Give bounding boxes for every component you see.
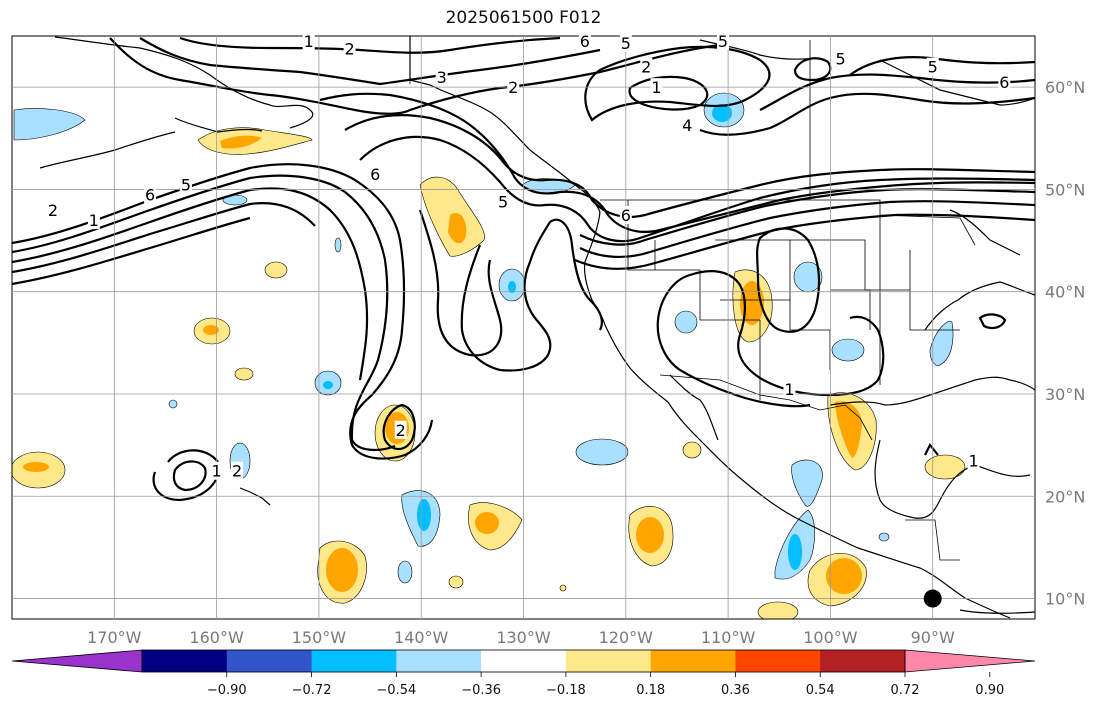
colorbar-tick-label: −0.90: [207, 683, 247, 698]
political-borders: [409, 36, 976, 561]
contour-label-bg: [302, 32, 315, 51]
contour-label: 5: [928, 58, 938, 77]
colorbar-segment: [565, 650, 652, 672]
lon-tick-label: 120°W: [599, 628, 654, 647]
contour-label: 2: [396, 421, 406, 440]
contour-label: 6: [580, 32, 590, 51]
lon-tick-label: 130°W: [496, 628, 551, 647]
contour-label-bg: [507, 78, 520, 97]
lon-tick-label: 160°W: [189, 628, 244, 647]
lon-tick-label: 110°W: [701, 628, 756, 647]
contour-label: 5: [181, 175, 191, 194]
contour-label-bg: [394, 420, 407, 439]
contour-label: 6: [370, 165, 380, 184]
colorbar-extend-high: [904, 649, 1036, 673]
contour-label: 1: [969, 451, 979, 470]
colorbar-segment: [396, 650, 482, 672]
colorbar-extend-low: [11, 649, 143, 673]
contour-label: 3: [437, 68, 447, 87]
contour-label-bg: [716, 32, 729, 51]
contour-label-bg: [926, 57, 939, 76]
location-marker-dot: [923, 589, 942, 608]
colorbar-tick-label: 0.72: [891, 683, 920, 698]
contour-label-bg: [640, 57, 653, 76]
contour-label: 2: [344, 39, 354, 58]
contour-label: 6: [145, 186, 155, 205]
colorbar-tick-label: 0.54: [806, 683, 835, 698]
contour-label-bg: [210, 461, 223, 480]
colorbar-tick-label: 0.90: [975, 683, 1004, 698]
lat-tick-label: 20°N: [1045, 487, 1085, 506]
colorbar-segment: [820, 650, 906, 672]
contour-label: 1: [89, 211, 99, 230]
contour-label-bg: [619, 34, 632, 53]
contour-label: 4: [682, 116, 692, 135]
axis-labels: 170°W 160°W 150°W 140°W 130°W 120°W 110°W 100°W…: [87, 78, 1085, 647]
contour-label: 5: [836, 50, 846, 69]
contour-label: 2: [508, 78, 518, 97]
contour-label: 1: [304, 32, 314, 51]
lat-tick-label: 30°N: [1045, 385, 1085, 404]
colorbar-segment: [226, 650, 313, 672]
lon-tick-label: 150°W: [292, 628, 347, 647]
lon-tick-label: 90°W: [911, 628, 955, 647]
colorbar-tick-label: −0.36: [461, 683, 501, 698]
lat-tick-label: 50°N: [1045, 180, 1085, 199]
contour-label-bg: [650, 78, 663, 97]
lon-tick-label: 100°W: [803, 628, 858, 647]
contour-label: 6: [621, 206, 631, 225]
lat-tick-label: 60°N: [1045, 78, 1085, 97]
colorbar-outline: [141, 649, 906, 673]
contour-label-bg: [343, 39, 356, 58]
colorbar: −0.90 −0.72 −0.54 −0.36 −0.18 0.18 0.36 0.54 0.7…: [11, 649, 1036, 698]
contour-label-bg: [681, 115, 694, 134]
contour-label-bg: [46, 200, 59, 219]
contour-label-bg: [231, 461, 244, 480]
lat-tick-label: 40°N: [1045, 283, 1085, 302]
contour-label: 6: [999, 73, 1009, 92]
contour-label-bg: [998, 73, 1011, 92]
contour-label-bg: [87, 211, 100, 230]
contour-label-bg: [179, 175, 192, 194]
contour-label-bg: [435, 67, 448, 86]
contour-label: 5: [621, 34, 631, 53]
colorbar-tick-label: −0.54: [376, 683, 416, 698]
contour-label-bg: [369, 165, 382, 184]
contour-label: 2: [232, 462, 242, 481]
colorbar-tick-label: 0.18: [636, 683, 665, 698]
colorbar-tick-label: −0.72: [292, 683, 332, 698]
lon-tick-label: 170°W: [87, 628, 142, 647]
contour-label: 1: [212, 462, 222, 481]
colorbar-tick-label: −0.18: [546, 683, 586, 698]
colorbar-segment: [311, 650, 397, 672]
contour-label-bg: [967, 451, 980, 470]
colorbar-segment: [735, 650, 821, 672]
contour-label-bg: [783, 379, 796, 398]
plot-title: 2025061500 F012: [445, 8, 602, 28]
contour-label: 2: [48, 201, 58, 220]
contour-label: 5: [718, 32, 728, 51]
contour-label-bg: [497, 192, 510, 211]
contour-label: 1: [651, 78, 661, 97]
anomaly-shading: [12, 92, 966, 619]
colorbar-tick-label: 0.36: [721, 683, 750, 698]
location-marker: [923, 589, 942, 608]
contour-label-bg: [834, 49, 847, 68]
gridlines: [12, 36, 1035, 619]
colorbar-segment: [481, 650, 567, 672]
contour-label: 5: [498, 193, 508, 212]
contour-label-bg: [578, 32, 591, 51]
lat-tick-label: 10°N: [1045, 590, 1085, 609]
colorbar-segment: [142, 650, 228, 672]
contour-label: 1: [784, 380, 794, 399]
contour-label: 2: [641, 58, 651, 77]
lon-tick-label: 140°W: [394, 628, 449, 647]
colorbar-segment: [650, 650, 736, 672]
contour-label-bg: [619, 205, 632, 224]
contour-label-bg: [144, 185, 157, 204]
